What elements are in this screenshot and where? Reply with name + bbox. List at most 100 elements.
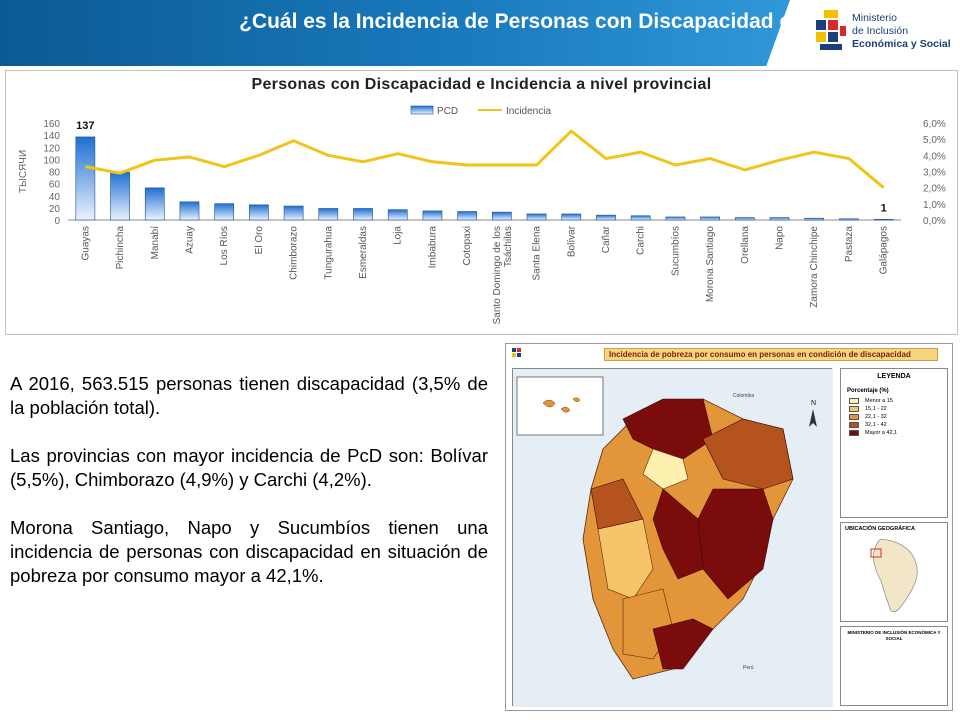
chart-panel: Personas con Discapacidad e Incidencia a…: [5, 70, 958, 335]
bar: [734, 217, 755, 221]
x-tick-label: Tsáchilas: [503, 226, 514, 267]
x-tick-label: Morona Santiago: [705, 226, 716, 303]
bar: [75, 136, 96, 221]
bar: [804, 217, 825, 221]
ecuador-map: N Colombia Perú: [513, 369, 833, 707]
bar: [110, 171, 130, 221]
poverty-map: Incidencia de pobreza por consumo en per…: [505, 343, 953, 711]
x-tick-label: Cotopaxi: [462, 226, 473, 265]
legend-title: LEYENDA: [877, 373, 911, 380]
bar: [526, 213, 547, 221]
chart-title: Personas con Discapacidad e Incidencia a…: [251, 76, 712, 93]
bar: [179, 201, 200, 221]
x-tick-label: Guayas: [80, 226, 91, 260]
incidence-line: [85, 129, 885, 189]
bar: [214, 203, 235, 221]
label-peru: Perú: [743, 665, 754, 671]
y-tick-label: 100: [43, 155, 60, 166]
bar: [839, 218, 859, 221]
x-tick-label: Esmeraldas: [358, 226, 369, 279]
x-tick-label: Carchi: [636, 226, 647, 255]
y-tick-label: 20: [49, 204, 61, 215]
y2-tick-label: 5,0%: [923, 135, 946, 146]
page-title: ¿Cuál es la Incidencia de Personas con D…: [239, 10, 930, 33]
bar: [665, 216, 686, 221]
x-tick-label: Sucumbíos: [670, 226, 681, 276]
y2-tick-label: 3,0%: [923, 168, 946, 179]
legend-item: Mayor a 42,1: [849, 430, 947, 436]
y2-tick-label: 1,0%: [923, 200, 946, 211]
legend-item-label: Mayor a 42,1: [865, 430, 898, 436]
data-label: 137: [76, 120, 94, 132]
y-tick-label: 60: [49, 180, 61, 191]
y-axis-label: ТЫСЯЧИ: [18, 150, 29, 193]
x-tick-label: Loja: [393, 226, 404, 245]
y-tick-label: 120: [43, 143, 60, 154]
bar: [353, 208, 373, 221]
bar: [457, 211, 477, 221]
galapagos-inset: [516, 376, 604, 436]
map-title: Incidencia de pobreza por consumo en per…: [604, 348, 938, 361]
bar: [630, 215, 651, 221]
ministry-logo: Ministerio de Inclusión Económica y Soci…: [800, 0, 960, 66]
x-tick-label: Los Ríos: [219, 226, 230, 265]
bar: [318, 208, 339, 221]
legend-label-pcd: PCD: [437, 106, 458, 117]
bar: [561, 213, 582, 221]
location-inset: UBICACIÓN GEOGRÁFICA: [840, 522, 948, 622]
bar: [283, 205, 304, 221]
data-label: 1: [881, 202, 887, 214]
legend-item-label: Menor a 15: [865, 398, 893, 404]
bar: [700, 216, 720, 221]
bar: [492, 211, 512, 221]
x-tick-label: Chimborazo: [289, 226, 300, 280]
x-tick-label: Santa Elena: [532, 226, 543, 281]
y-tick-label: 160: [43, 119, 60, 130]
paragraph-poverty: Morona Santiago, Napo y Sucumbíos tienen…: [10, 517, 488, 586]
legend-item-label: 15,1 - 22: [865, 406, 887, 412]
x-tick-label: Santo Domingo de los: [492, 226, 503, 324]
label-colombia: Colombia: [733, 393, 754, 399]
x-tick-label: Pastaza: [844, 226, 855, 263]
y-tick-label: 40: [49, 192, 61, 203]
y-tick-label: 140: [43, 131, 60, 142]
x-tick-label: Bolívar: [566, 225, 577, 257]
bar: [387, 209, 408, 221]
y2-tick-label: 4,0%: [923, 151, 946, 162]
logo-line-1: Ministerio: [852, 12, 897, 24]
bar: [422, 210, 443, 221]
north-label: N: [811, 400, 816, 407]
logo-text: Ministerio de Inclusión Económica y Soci…: [852, 12, 951, 51]
north-arrow-icon: N: [809, 400, 817, 427]
legend-swatch-pcd: [410, 105, 434, 115]
map-body: N Colombia Perú: [512, 368, 833, 707]
info-header: MINISTERIO DE INCLUSIÓN ECONÓMICA Y SOCI…: [847, 630, 941, 641]
y2-tick-label: 6,0%: [923, 119, 946, 130]
bar: [769, 217, 790, 221]
map-emblem-icon: [512, 348, 521, 357]
y2-tick-label: 2,0%: [923, 184, 946, 195]
legend-item-label: 32,1 - 42: [865, 422, 887, 428]
y2-tick-label: 0,0%: [923, 216, 946, 227]
y-tick-label: 80: [49, 168, 61, 179]
legend-item-label: 22,1 - 32: [865, 414, 887, 420]
summary-text: A 2016, 563.515 personas tienen discapac…: [10, 372, 488, 612]
map-info-box: MINISTERIO DE INCLUSIÓN ECONÓMICA Y SOCI…: [840, 626, 948, 706]
map-logo: [512, 348, 522, 363]
paragraph-highest: Las provincias con mayor incidencia de P…: [10, 445, 488, 490]
map-legend: LEYENDA Porcentaje (%) Menor a 15 15,1 -…: [840, 368, 948, 518]
title-banner: [0, 0, 790, 66]
x-tick-label: Azuay: [184, 226, 195, 254]
x-tick-label: Pichincha: [115, 226, 126, 270]
x-tick-label: Imbabura: [427, 226, 438, 269]
x-tick-label: Tungurahua: [323, 226, 334, 280]
bar: [596, 214, 616, 221]
paragraph-total: A 2016, 563.515 personas tienen discapac…: [10, 373, 488, 418]
legend-item: 15,1 - 22: [849, 406, 947, 412]
x-tick-label: El Oro: [254, 226, 265, 255]
bar: [249, 204, 269, 221]
x-tick-label: Manabí: [150, 226, 161, 260]
x-tick-label: Orellana: [740, 226, 751, 264]
x-tick-label: Cañar: [601, 225, 612, 253]
